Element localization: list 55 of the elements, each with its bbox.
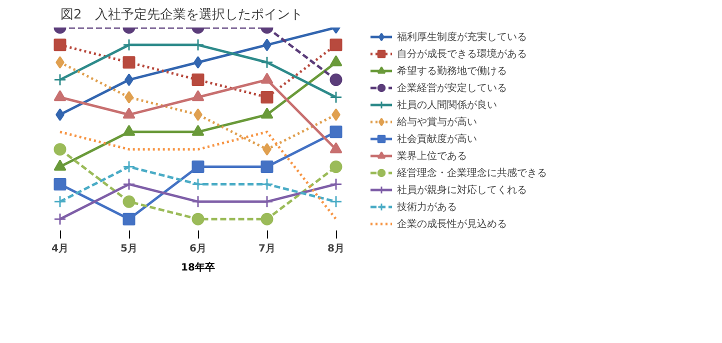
- point: [122, 160, 136, 174]
- legend-label: 経営理念・企業理念に共感できる: [397, 166, 547, 180]
- point: [192, 74, 204, 86]
- point: [54, 74, 66, 86]
- legend-label: 社員の人間関係が良い: [397, 98, 497, 112]
- point: [122, 56, 136, 69]
- point: [54, 178, 66, 190]
- x-tick-label: 5月: [120, 244, 138, 254]
- legend-label: 福利厚生制度が充実している: [397, 30, 527, 44]
- point: [122, 195, 136, 208]
- point: [54, 160, 66, 171]
- legend-label: 企業経営が安定している: [397, 82, 507, 96]
- x-tick-label: 8月: [328, 244, 344, 254]
- x-tick-label: 7月: [258, 244, 276, 254]
- point: [122, 212, 136, 226]
- point: [330, 195, 342, 208]
- point: [260, 90, 274, 104]
- x-tick-label: 6月: [190, 244, 206, 254]
- point: [122, 108, 136, 119]
- point: [260, 212, 274, 226]
- point: [192, 124, 204, 136]
- point: [330, 126, 342, 138]
- point: [330, 55, 342, 66]
- legend-label: 自分が成長できる環境がある: [397, 48, 527, 62]
- x-tick-label: 4月: [52, 244, 68, 254]
- point: [260, 108, 274, 119]
- chart-title: 図2 入社予定先企業を選択したポイント: [60, 8, 303, 22]
- legend-label: 社会貢献度が高い: [397, 132, 477, 146]
- point: [260, 72, 274, 84]
- point: [54, 212, 66, 226]
- point: [54, 38, 66, 52]
- legend-label: 企業の成長性が見込める: [397, 218, 507, 232]
- legend-label: 業界上位である: [397, 150, 467, 164]
- point: [330, 142, 342, 154]
- point: [330, 74, 342, 86]
- legend-label: 技術力がある: [397, 200, 457, 214]
- point: [192, 160, 204, 174]
- point: [192, 212, 204, 226]
- point: [330, 90, 342, 104]
- point: [122, 178, 136, 190]
- point: [54, 90, 66, 102]
- point: [330, 178, 342, 190]
- point: [54, 195, 66, 208]
- legend-label: 社員が親身に対応してくれる: [397, 184, 527, 198]
- legend-label: 希望する勤務地で働ける: [397, 64, 507, 78]
- legend-label: 給与や賞与が高い: [397, 116, 477, 130]
- point: [330, 160, 342, 174]
- point: [192, 178, 204, 190]
- point: [330, 38, 342, 52]
- point: [54, 143, 66, 156]
- point: [192, 90, 204, 102]
- point: [260, 56, 274, 69]
- x-axis-title: 18年卒: [181, 262, 215, 274]
- point: [122, 124, 136, 136]
- point: [260, 160, 274, 174]
